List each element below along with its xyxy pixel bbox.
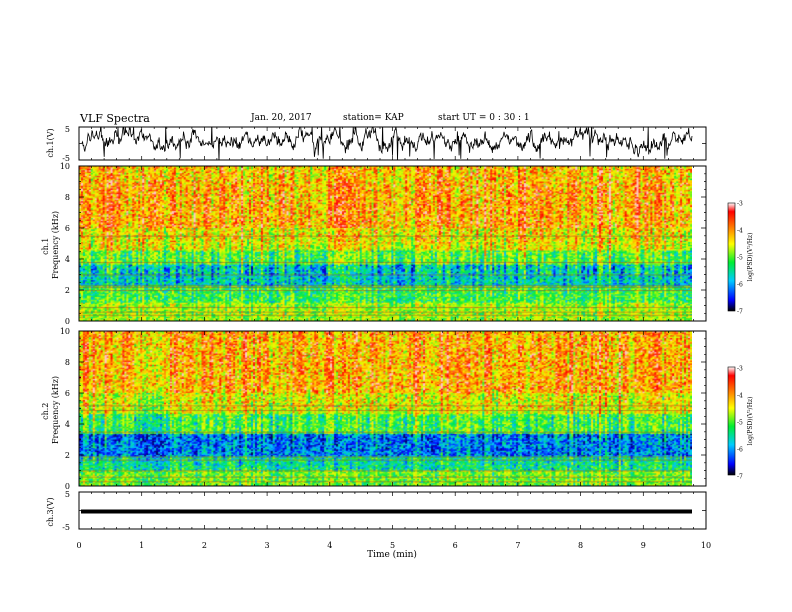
ch2-spectrogram-xticks <box>78 331 707 486</box>
time-axis-label: Time (min) <box>367 549 417 560</box>
ch1-waveform-panel <box>78 126 707 161</box>
ch3-waveform-ytick-label: -5 <box>62 523 70 532</box>
ch1-spectrogram-colorbar-tick-label: -4 <box>737 228 743 235</box>
ch1-spectrogram-xticks <box>78 166 707 321</box>
ch2-colorbar-gradient <box>727 366 736 476</box>
ch1-spectrogram-colorbar-tick-label: -3 <box>737 201 743 208</box>
ch2-spectrogram-ytick-label: 4 <box>65 420 70 429</box>
ch1-colorbar-gradient <box>727 202 736 312</box>
ch2-channel-label: ch.2 <box>41 403 50 420</box>
chart-title: VLF Spectra <box>80 112 150 125</box>
ch3-waveform-panel <box>78 491 707 530</box>
time-tick-label: 8 <box>578 541 583 550</box>
ch1-waveform-clip <box>81 127 693 160</box>
ch2-spectrogram-ytick-label: 0 <box>65 482 70 491</box>
ch1-spectrogram-ytick-label: 8 <box>65 193 70 202</box>
ch2-spectrogram-colorbar-tick-label: -6 <box>737 447 743 454</box>
ch2-spectrogram-ylabel: ch.2 Frequency (kHz) <box>41 376 60 444</box>
time-tick-label: 1 <box>139 541 144 550</box>
ch2-spectrogram-panel <box>78 330 707 487</box>
date-label: Jan. 20, 2017 <box>251 113 312 123</box>
ch2-spectrogram-colorbar-tick-label: -5 <box>737 420 743 427</box>
ch2-colorbar: log(PSD)(V²/Hz) <box>727 366 754 476</box>
ch1-spectrogram-ytick-label: 6 <box>65 224 70 233</box>
ch2-frequency-label: Frequency (kHz) <box>51 376 60 444</box>
ch1-channel-label: ch.1 <box>41 238 50 255</box>
ch1-waveform-ytick-label: -5 <box>62 154 70 163</box>
time-tick-label: 2 <box>202 541 207 550</box>
ch2-spectrogram-ytick-label: 10 <box>60 327 70 336</box>
time-tick-label: 10 <box>701 541 711 550</box>
time-tick-label: 4 <box>327 541 332 550</box>
ch2-spectrogram-ytick-label: 6 <box>65 389 70 398</box>
ch2-spectrogram-colorbar-tick-label: -4 <box>737 393 743 400</box>
ch2-spectrogram-ytick-label: 2 <box>65 451 70 460</box>
ch1-colorbar-label: log(PSD)(V²/Hz) <box>747 233 754 282</box>
ch2-spectrogram-yticks <box>79 330 706 487</box>
time-tick-label: 5 <box>390 541 395 550</box>
ch1-spectrogram-ytick-label: 0 <box>65 317 70 326</box>
ch1-frequency-label: Frequency (kHz) <box>51 211 60 279</box>
ch3-waveform-ytick-label: 5 <box>65 490 70 499</box>
ch2-spectrogram-ytick-label: 8 <box>65 358 70 367</box>
start-time-label: start UT = 0 : 30 : 1 <box>438 113 530 123</box>
ch1-waveform-xticks <box>78 127 707 160</box>
ch1-waveform-trace <box>81 127 693 160</box>
ch1-colorbar: log(PSD)(V²/Hz) <box>727 202 754 312</box>
ch1-spectrogram-colorbar-tick-label: -6 <box>737 282 743 289</box>
ch1-waveform-ytick-label: 5 <box>65 125 70 134</box>
time-tick-label: 9 <box>641 541 646 550</box>
ch3-waveform-xticks <box>78 492 707 529</box>
ch1-spectrogram-ytick-label: 4 <box>65 255 70 264</box>
ch1-spectrogram-yticks <box>79 165 706 322</box>
time-tick-label: 6 <box>453 541 458 550</box>
ch1-spectrogram-panel <box>78 165 707 322</box>
tick-labels: 5-55-50246810-3-4-5-6-70246810-3-4-5-6-7… <box>60 125 743 550</box>
ch1-spectrogram-colorbar-tick-label: -5 <box>737 255 743 262</box>
ch2-spectrogram-image <box>79 331 692 486</box>
ch2-colorbar-label: log(PSD)(V²/Hz) <box>747 397 754 446</box>
ch2-spectrogram-colorbar-tick-label: -3 <box>737 366 743 373</box>
time-tick-label: 3 <box>265 541 270 550</box>
ch1-spectrogram-colorbar-tick-label: -7 <box>737 309 743 316</box>
time-tick-label: 0 <box>76 541 81 550</box>
ch3-waveform-ylabel: ch.3(V) <box>46 497 55 526</box>
station-label: station= KAP <box>343 113 404 123</box>
time-tick-label: 7 <box>515 541 520 550</box>
ch1-waveform-ylabel: ch.1(V) <box>46 128 55 157</box>
ch1-spectrogram-ytick-label: 2 <box>65 286 70 295</box>
ch1-spectrogram-ylabel: ch.1 Frequency (kHz) <box>41 211 60 279</box>
ch1-spectrogram-ytick-label: 10 <box>60 162 70 171</box>
ch2-spectrogram-colorbar-tick-label: -7 <box>737 474 743 481</box>
ch1-spectrogram-image <box>79 166 692 321</box>
